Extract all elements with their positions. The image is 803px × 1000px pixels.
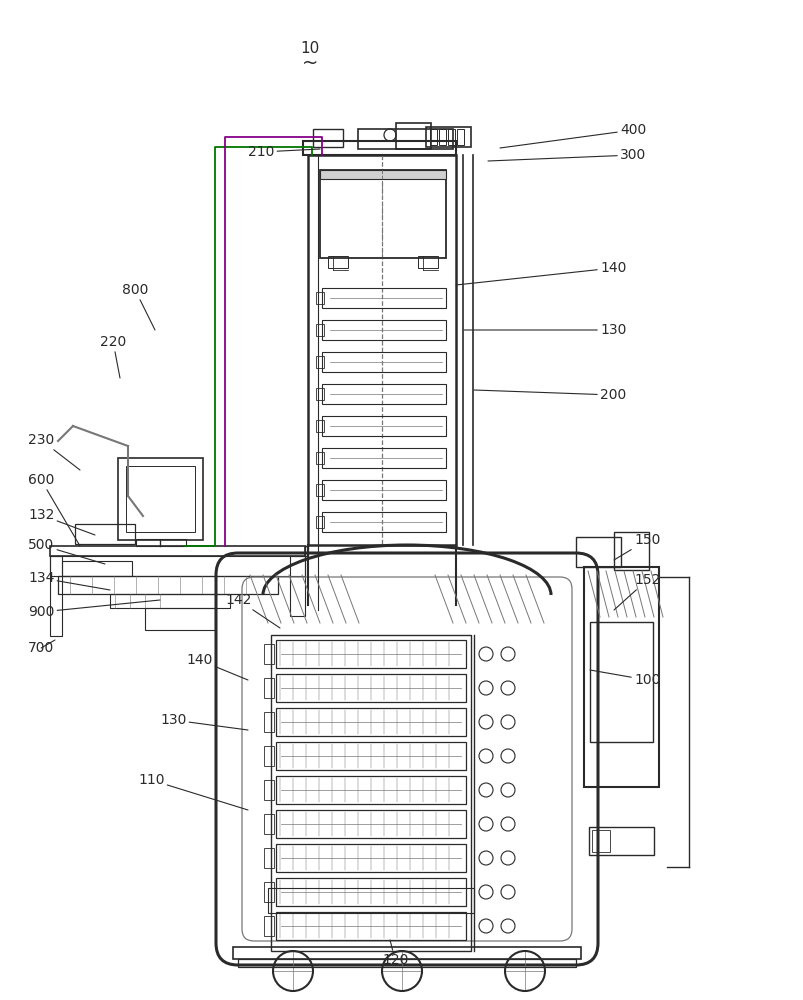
Bar [126, 466, 195, 532]
Text: 110: 110 [138, 773, 247, 810]
Bar [583, 567, 658, 787]
Bar [271, 635, 471, 951]
Bar [321, 384, 446, 404]
Text: 120: 120 [381, 940, 408, 967]
Bar [303, 141, 455, 155]
Bar [320, 170, 446, 258]
Text: 400: 400 [499, 123, 646, 148]
Bar [447, 129, 454, 145]
Text: 130: 130 [463, 323, 626, 337]
Bar [275, 776, 466, 804]
Text: 600: 600 [28, 473, 80, 546]
Bar [50, 556, 62, 636]
Bar [263, 678, 274, 698]
Bar [321, 480, 446, 500]
Text: 132: 132 [28, 508, 95, 535]
Bar [263, 848, 274, 868]
Bar [304, 546, 308, 556]
Text: 140: 140 [185, 653, 247, 680]
Bar [263, 882, 274, 902]
Bar [396, 123, 430, 149]
Bar [321, 448, 446, 468]
Text: 230: 230 [28, 433, 80, 470]
Bar [275, 912, 466, 940]
Bar [321, 512, 446, 532]
Bar [263, 916, 274, 936]
Bar [263, 644, 274, 664]
Text: 134: 134 [28, 571, 110, 590]
Bar [438, 129, 446, 145]
Bar [316, 516, 324, 528]
Bar [316, 356, 324, 368]
Bar [321, 352, 446, 372]
Bar [263, 746, 274, 766]
Bar [290, 556, 304, 616]
Bar [591, 830, 609, 852]
Bar [426, 127, 471, 147]
Bar [357, 129, 452, 149]
Bar [50, 556, 304, 576]
Bar [58, 576, 278, 594]
Bar [430, 129, 437, 145]
Bar [118, 458, 202, 540]
Bar [589, 827, 653, 855]
Bar [233, 947, 581, 959]
Text: 130: 130 [160, 713, 247, 730]
Bar [308, 155, 455, 545]
Bar [267, 888, 474, 913]
Bar [316, 388, 324, 400]
Bar [275, 878, 466, 906]
Bar [263, 814, 274, 834]
Text: ~: ~ [301, 54, 318, 73]
Text: 150: 150 [613, 533, 659, 560]
Bar [589, 622, 652, 742]
Text: 900: 900 [28, 600, 160, 619]
Bar [238, 959, 575, 967]
Bar [136, 539, 185, 546]
Bar [62, 561, 132, 576]
Bar [263, 780, 274, 800]
Bar [275, 640, 466, 668]
Text: 220: 220 [100, 335, 126, 378]
Text: 152: 152 [613, 573, 659, 610]
Bar [456, 129, 463, 145]
Bar [321, 288, 446, 308]
Bar [275, 810, 466, 838]
Text: 140: 140 [455, 261, 626, 285]
Bar [275, 674, 466, 702]
Bar [263, 712, 274, 732]
Bar [50, 546, 304, 556]
Bar [75, 524, 135, 544]
Text: 10: 10 [300, 41, 320, 56]
Text: 210: 210 [247, 145, 320, 159]
Bar [316, 292, 324, 304]
Bar [321, 320, 446, 340]
Bar [316, 324, 324, 336]
Bar [613, 532, 648, 570]
Text: 100: 100 [589, 670, 659, 687]
Bar [418, 256, 438, 268]
Bar [275, 742, 466, 770]
Bar [316, 484, 324, 496]
Bar [320, 170, 446, 179]
Bar [316, 420, 324, 432]
Text: 300: 300 [487, 148, 646, 162]
Bar [575, 537, 620, 567]
Bar [316, 452, 324, 464]
Bar [321, 416, 446, 436]
Text: 800: 800 [122, 283, 155, 330]
Bar [312, 129, 343, 147]
Bar [275, 708, 466, 736]
Text: 500: 500 [28, 538, 105, 564]
Bar [328, 256, 348, 268]
Text: 142: 142 [225, 593, 279, 628]
Bar [275, 844, 466, 872]
Bar [145, 608, 214, 630]
Text: 200: 200 [474, 388, 626, 402]
Bar [110, 594, 230, 608]
Text: 700: 700 [28, 640, 55, 655]
